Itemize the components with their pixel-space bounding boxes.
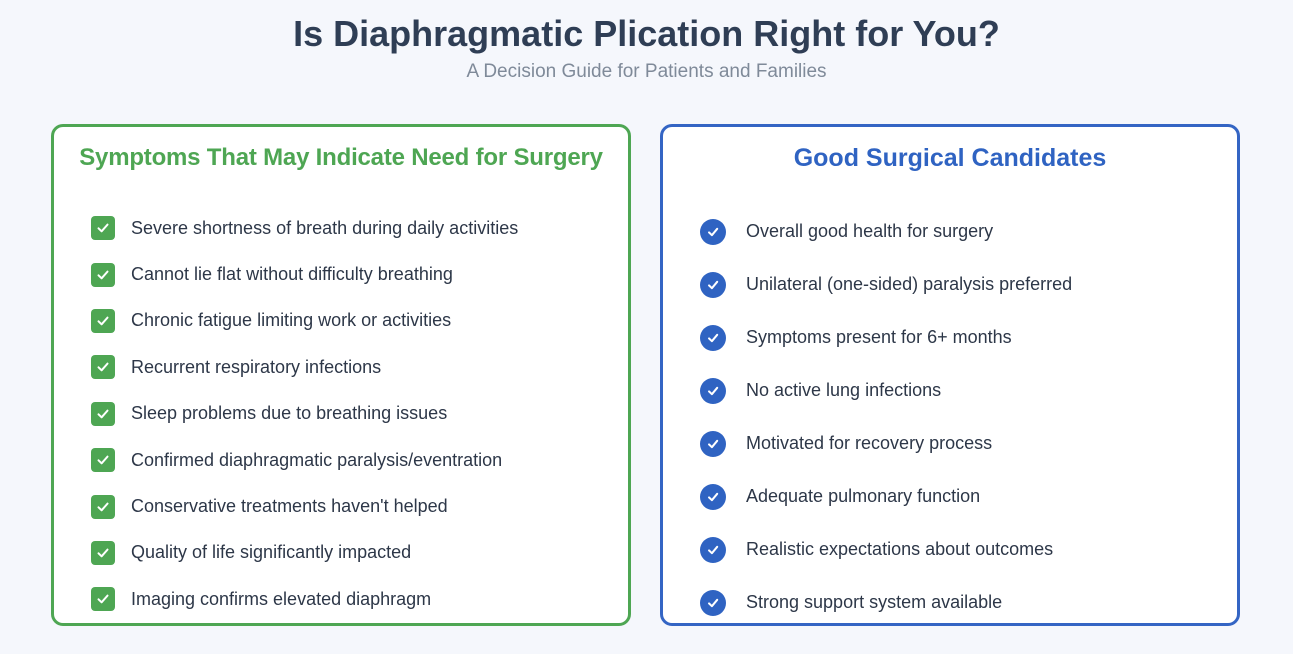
check-square-icon (91, 540, 115, 565)
check-square-icon (91, 308, 115, 333)
candidate-item-label: Strong support system available (746, 592, 1003, 612)
symptom-item: Severe shortness of breath during daily … (54, 205, 628, 251)
candidate-item: Unilateral (one-sided) paralysis preferr… (663, 258, 1237, 311)
candidates-list: Overall good health for surgery Unilater… (663, 205, 1237, 629)
symptom-item-label: Sleep problems due to breathing issues (131, 403, 448, 424)
check-square-icon (91, 448, 115, 473)
symptom-item: Quality of life significantly impacted (54, 530, 628, 576)
candidate-item-label: Adequate pulmonary function (746, 486, 981, 506)
candidate-item: Realistic expectations about outcomes (663, 523, 1237, 576)
check-square-icon (91, 355, 115, 380)
candidates-panel-title: Good Surgical Candidates (793, 144, 1107, 172)
candidate-item: Symptoms present for 6+ months (663, 311, 1237, 364)
symptoms-panel-title: Symptoms That May Indicate Need for Surg… (79, 144, 603, 171)
check-square-icon (91, 401, 115, 426)
check-square-icon (91, 494, 115, 519)
page-subtitle: A Decision Guide for Patients and Famili… (466, 61, 827, 82)
check-circle-icon (700, 589, 726, 616)
candidate-item-label: Realistic expectations about outcomes (746, 539, 1054, 559)
check-square-icon (91, 262, 115, 287)
symptom-item-label: Confirmed diaphragmatic paralysis/eventr… (131, 449, 503, 470)
check-circle-icon (700, 483, 726, 510)
symptom-item: Recurrent respiratory infections (54, 344, 628, 390)
candidate-item: Overall good health for surgery (663, 205, 1237, 258)
check-square-icon (91, 216, 115, 241)
symptom-item-label: Imaging confirms elevated diaphragm (131, 588, 432, 609)
symptom-item-label: Conservative treatments haven't helped (131, 496, 448, 517)
symptom-item-label: Chronic fatigue limiting work or activit… (131, 310, 452, 331)
check-square-icon (91, 587, 115, 612)
candidate-item-label: Overall good health for surgery (746, 221, 994, 241)
symptom-item: Imaging confirms elevated diaphragm (54, 576, 628, 622)
check-circle-icon (700, 324, 726, 351)
symptom-item: Cannot lie flat without difficulty breat… (54, 251, 628, 297)
page-title: Is Diaphragmatic Plication Right for You… (293, 13, 1000, 54)
candidate-item: Strong support system available (663, 576, 1237, 629)
check-circle-icon (700, 377, 726, 404)
candidate-item-label: Unilateral (one-sided) paralysis preferr… (746, 274, 1073, 294)
symptom-item-label: Cannot lie flat without difficulty breat… (131, 264, 453, 285)
candidate-item: Adequate pulmonary function (663, 470, 1237, 523)
symptoms-list: Severe shortness of breath during daily … (54, 205, 628, 623)
candidate-item-label: No active lung infections (746, 380, 942, 400)
candidates-panel: Good Surgical Candidates Overall good he… (660, 124, 1240, 626)
symptom-item: Chronic fatigue limiting work or activit… (54, 298, 628, 344)
candidate-item: Motivated for recovery process (663, 417, 1237, 470)
check-circle-icon (700, 271, 726, 298)
symptom-item: Sleep problems due to breathing issues (54, 391, 628, 437)
symptom-item-label: Severe shortness of breath during daily … (131, 217, 519, 238)
symptom-item: Confirmed diaphragmatic paralysis/eventr… (54, 437, 628, 483)
check-circle-icon (700, 218, 726, 245)
symptoms-panel: Symptoms That May Indicate Need for Surg… (51, 124, 631, 626)
candidate-item: No active lung infections (663, 364, 1237, 417)
symptom-item-label: Quality of life significantly impacted (131, 542, 412, 563)
candidate-item-label: Symptoms present for 6+ months (746, 327, 1012, 347)
symptom-item: Conservative treatments haven't helped (54, 483, 628, 529)
check-circle-icon (700, 430, 726, 457)
check-circle-icon (700, 536, 726, 563)
symptom-item-label: Recurrent respiratory infections (131, 356, 382, 377)
candidate-item-label: Motivated for recovery process (746, 433, 993, 453)
